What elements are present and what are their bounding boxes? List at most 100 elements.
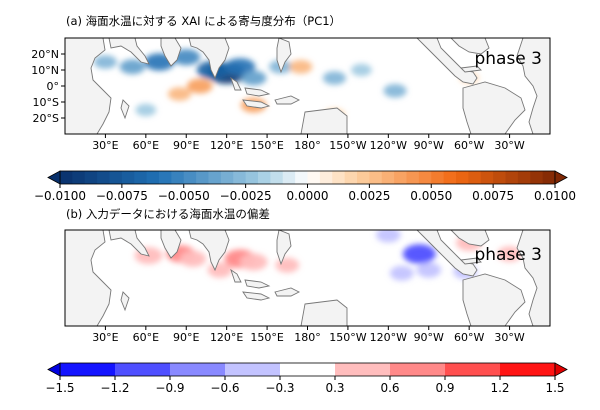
colorbar-swatch bbox=[245, 171, 259, 184]
panel-a-anomaly-cell bbox=[93, 55, 118, 69]
colorbar-band bbox=[60, 363, 115, 376]
colorbar-swatch bbox=[493, 171, 507, 184]
colorbar-swatch bbox=[369, 171, 383, 184]
x-tick-label: 30°W bbox=[494, 331, 524, 344]
colorbar-tick-label: −1.5 bbox=[45, 381, 74, 395]
colorbar-swatch bbox=[97, 171, 111, 184]
colorbar-band bbox=[445, 363, 500, 376]
panel-b-heatmap bbox=[134, 230, 522, 281]
panel-a-anomaly-cell bbox=[289, 60, 313, 74]
panel-b-colorbar bbox=[47, 362, 568, 377]
x-tick-label: 150°W bbox=[329, 139, 366, 152]
colorbar-swatch bbox=[233, 171, 247, 184]
panel-a-anomaly-cell bbox=[383, 84, 407, 98]
colorbar-band bbox=[225, 363, 280, 376]
colorbar-tick-label: 0.0000 bbox=[287, 189, 329, 203]
colorbar-swatch bbox=[134, 171, 148, 184]
colorbar-swatch bbox=[196, 171, 210, 184]
colorbar-extend-high bbox=[554, 362, 568, 377]
colorbar-swatch bbox=[542, 171, 556, 184]
panel-b-x-axis: 30°E 60°E 90°E 120°E 150°E 180° 150°W 120°W 90°W… bbox=[92, 326, 525, 344]
colorbar-swatch bbox=[468, 171, 482, 184]
panel-a-anomaly-cell bbox=[119, 59, 146, 75]
colorbar-tick-label: −0.3 bbox=[265, 381, 294, 395]
colorbar-swatch bbox=[480, 171, 494, 184]
colorbar-tick-label: 0.9 bbox=[435, 381, 454, 395]
colorbar-swatch bbox=[146, 171, 160, 184]
x-tick-label: 30°W bbox=[494, 139, 524, 152]
panel-b-phase-label: phase 3 bbox=[474, 245, 542, 265]
x-tick-label: 30°E bbox=[92, 331, 118, 344]
colorbar-tick-label: −1.2 bbox=[100, 381, 129, 395]
colorbar-tick-label: −0.0050 bbox=[158, 189, 210, 203]
panel-b-anomaly-cell bbox=[376, 230, 401, 243]
panel-b-anomaly-cell bbox=[402, 244, 436, 264]
panel-b-anomaly-cell bbox=[179, 250, 207, 267]
x-tick-label: 90°E bbox=[173, 331, 199, 344]
colorbar-tick-label: 0.6 bbox=[380, 381, 399, 395]
x-tick-label: 180° bbox=[294, 331, 321, 344]
x-tick-label: 120°W bbox=[370, 139, 407, 152]
colorbar-tick-label: 0.0050 bbox=[410, 189, 452, 203]
colorbar-swatch bbox=[456, 171, 469, 184]
colorbar-swatch bbox=[208, 171, 222, 184]
colorbar-swatch bbox=[307, 171, 321, 184]
x-tick-label: 90°W bbox=[414, 331, 444, 344]
y-tick-label: 0° bbox=[47, 80, 60, 93]
x-tick-label: 30°E bbox=[92, 139, 118, 152]
colorbar-band bbox=[280, 363, 335, 376]
colorbar-extend-low bbox=[47, 170, 61, 185]
colorbar-swatch bbox=[183, 171, 197, 184]
panel-a-phase-label: phase 3 bbox=[474, 49, 542, 69]
colorbar-band bbox=[500, 363, 555, 376]
colorbar-swatch bbox=[121, 171, 135, 184]
panel-b-anomaly-cell bbox=[239, 253, 268, 271]
x-tick-label: 90°E bbox=[173, 139, 199, 152]
x-tick-label: 60°W bbox=[454, 139, 484, 152]
panel-b-anomaly-cell bbox=[389, 265, 414, 281]
colorbar-swatch bbox=[344, 171, 358, 184]
colorbar-swatch bbox=[60, 171, 73, 184]
colorbar-tick-label: −0.9 bbox=[155, 381, 184, 395]
panel-a-x-axis: 30°E 60°E 90°E 120°E 150°E 180° 150°W 120°W 90°W… bbox=[92, 134, 525, 152]
panel-a-anomaly-cell bbox=[240, 70, 267, 86]
colorbar-swatch bbox=[282, 171, 296, 184]
colorbar-swatch bbox=[443, 171, 457, 184]
colorbar-swatch bbox=[394, 171, 408, 184]
colorbar-swatch bbox=[517, 171, 531, 184]
colorbar-tick-label: −0.0075 bbox=[96, 189, 148, 203]
panel-a-anomaly-cell bbox=[167, 87, 192, 101]
colorbar-tick-label: 0.0100 bbox=[534, 189, 576, 203]
colorbar-swatch bbox=[406, 171, 420, 184]
x-tick-label: 90°W bbox=[414, 139, 444, 152]
panel-a-anomaly-cell bbox=[322, 71, 347, 85]
colorbar-tick-label: −0.6 bbox=[210, 381, 239, 395]
colorbar-tick-label: 1.5 bbox=[545, 381, 564, 395]
colorbar-swatch bbox=[319, 171, 333, 184]
colorbar-swatch bbox=[530, 171, 544, 184]
colorbar-tick-label: 0.0075 bbox=[472, 189, 514, 203]
y-tick-label: 10°N bbox=[31, 64, 59, 77]
colorbar-swatch bbox=[72, 171, 86, 184]
colorbar-swatch bbox=[505, 171, 519, 184]
colorbar-tick-label: −0.0025 bbox=[220, 189, 272, 203]
x-tick-label: 180° bbox=[294, 139, 321, 152]
panel-b-title: (b) 入力データにおける海面水温の偏差 bbox=[66, 207, 270, 221]
panel-a-colorbar bbox=[47, 170, 568, 185]
colorbar-swatch bbox=[220, 171, 234, 184]
x-tick-label: 120°E bbox=[210, 331, 243, 344]
x-tick-label: 150°W bbox=[329, 331, 366, 344]
colorbar-tick-label: −0.0100 bbox=[34, 189, 86, 203]
colorbar-band bbox=[335, 363, 390, 376]
colorbar-swatch bbox=[109, 171, 123, 184]
colorbar-swatch bbox=[84, 171, 98, 184]
x-tick-label: 150°E bbox=[250, 331, 283, 344]
colorbar-tick-label: 0.3 bbox=[325, 381, 344, 395]
panel-b-anomaly-cell bbox=[416, 262, 442, 278]
panel-b-colorbar-ticks: −1.5 −1.2 −0.9 −0.6 −0.3 0.3 0.6 0.9 1.2 1.5 bbox=[45, 376, 565, 395]
colorbar-extend-low bbox=[47, 362, 61, 377]
x-tick-label: 60°W bbox=[454, 331, 484, 344]
x-tick-label: 60°E bbox=[133, 331, 159, 344]
panel-a-colorbar-ticks: −0.0100 −0.0075 −0.0050 −0.0025 0.0000 0.0025… bbox=[34, 184, 576, 203]
panel-b-anomaly-cell bbox=[275, 257, 300, 273]
